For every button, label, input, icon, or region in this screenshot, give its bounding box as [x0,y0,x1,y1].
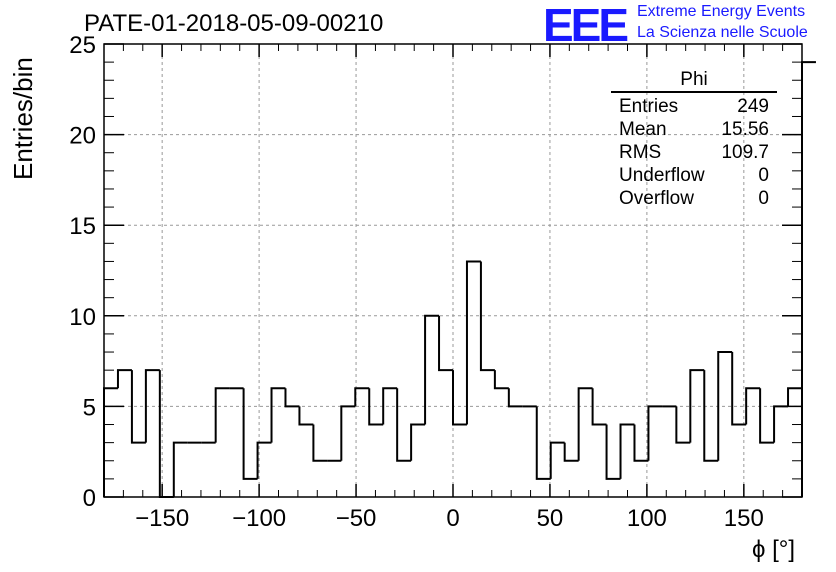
stats-label: RMS [619,142,662,163]
stats-label: Entries [619,96,679,117]
histogram-bin [591,388,607,426]
histogram-bin [731,352,747,426]
histogram-bin [717,351,733,461]
stats-row: Mean 15.56 [611,118,777,141]
histogram-bin [759,388,775,444]
histogram-bin [354,387,370,407]
x-tick-label: 150 [724,505,764,532]
histogram-bin [312,424,328,462]
histogram-bin [479,261,495,372]
histogram-bin [382,387,398,425]
stats-label: Overflow [619,188,694,209]
histogram-bin [144,369,160,443]
histogram-bin [424,314,440,425]
tick-labels: −150 −100 −50 0 50 100 150 0 5 10 15 20 25 [69,32,764,532]
histogram-bin [410,423,426,461]
histogram-bin [773,405,789,443]
histogram-bin [577,387,593,461]
stats-value: 249 [737,96,769,117]
logo-line-2: La Scienza nelle Scuole [637,24,808,41]
histogram-bin [675,406,691,444]
logo-line-1: Extreme Energy Events [637,3,806,20]
histogram-bin [438,315,453,372]
chart-title: PATE-01-2018-05-09-00210 [84,10,384,37]
y-tick-label: 20 [69,123,96,150]
histogram-bin [368,388,384,426]
histogram-bin [116,369,132,389]
histogram-bin [396,388,412,462]
y-axis-label: Entries/bin [8,57,38,180]
histogram-bin [703,370,719,462]
y-tick-label: 10 [69,304,96,331]
histogram-bin [549,441,565,479]
histogram-bin [340,405,356,461]
histogram-bin [647,405,663,461]
histogram-bin [801,61,816,389]
y-tick-label: 15 [69,213,96,240]
histogram-bin [787,387,802,407]
histogram-bin [270,387,286,443]
histogram-bin [507,388,523,408]
y-tick-label: 5 [83,394,96,421]
stats-value: 15.56 [721,119,769,140]
x-tick-label: 50 [537,505,564,532]
histogram-bars [103,61,816,498]
histogram-bin [256,441,272,479]
histogram-bin [452,370,467,426]
histogram-bin [745,387,761,425]
x-tick-label: −150 [135,505,189,532]
histogram-bin [689,369,705,443]
stats-row: Overflow 0 [611,187,777,210]
histogram-bin [214,387,230,443]
x-axis-label: ϕ [°] [752,536,796,563]
histogram-bin [605,424,621,480]
x-tick-label: −50 [336,505,377,532]
stats-value: 109.7 [721,142,769,163]
histogram-bin [298,406,314,426]
histogram-bin [465,260,481,425]
histogram-bin [535,406,551,480]
eee-logo: EEE [543,0,629,51]
x-tick-label: 100 [627,505,667,532]
stats-label: Mean [619,119,667,140]
y-tick-label: 25 [69,32,96,59]
x-tick-label: 0 [446,505,459,532]
histogram-bin [172,441,188,497]
axis-ticks [104,43,802,498]
stats-box: Phi Entries 249 Mean 15.56 RMS 109.7 Underf… [611,70,777,210]
stats-row: Entries 249 [611,95,777,118]
stats-value: 0 [758,165,769,186]
x-tick-label: −100 [232,505,286,532]
histogram-bin [130,370,146,444]
histogram-bin [284,388,300,408]
histogram-bin [242,388,258,480]
stats-value: 0 [758,188,769,209]
histogram-bin [619,423,635,479]
stats-row: Underflow 0 [611,164,777,187]
histogram-bin [563,442,579,462]
histogram-bin [633,424,649,462]
stats-label: Underflow [619,165,705,186]
histogram-bin [493,370,509,390]
y-tick-label: 0 [83,485,96,512]
stats-row: RMS 109.7 [611,141,777,164]
stats-title: Phi [611,70,777,93]
